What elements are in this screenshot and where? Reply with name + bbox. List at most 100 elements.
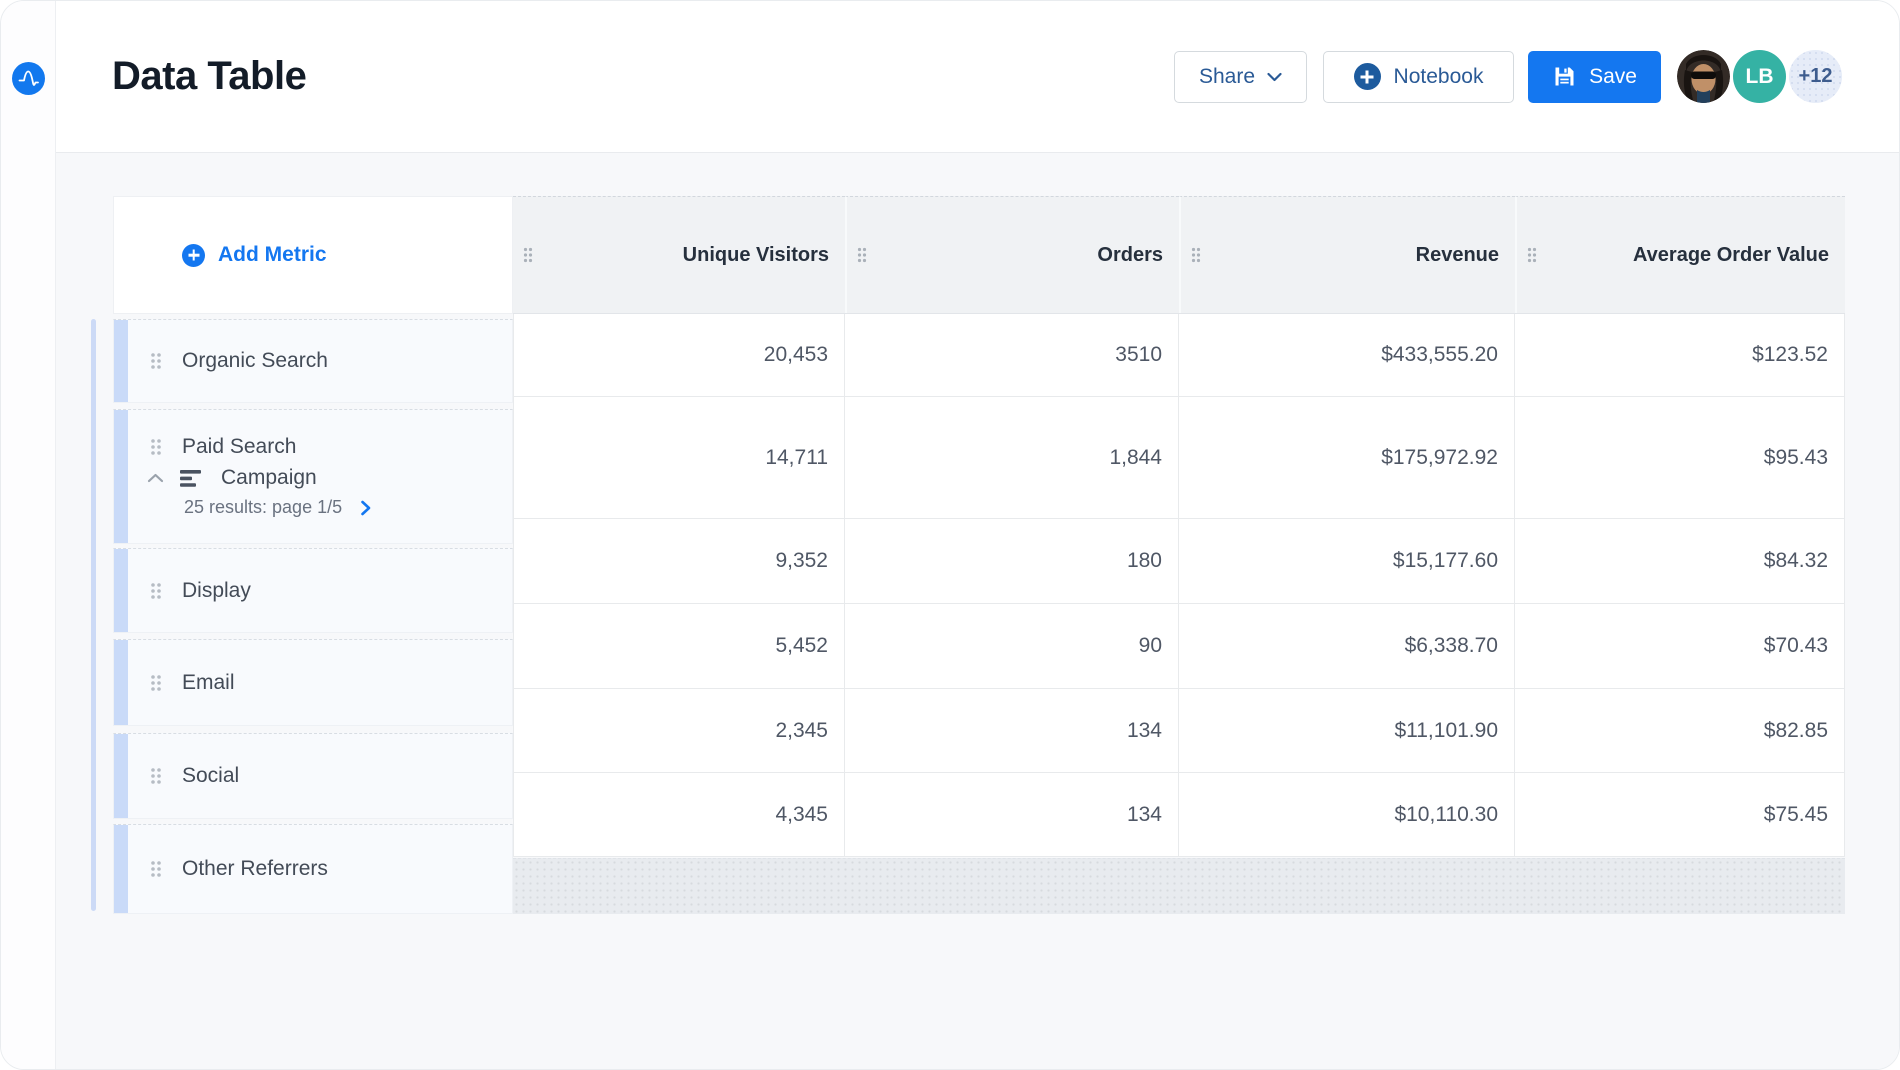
table-cell: 4,345 (513, 773, 845, 856)
page-title: Data Table (112, 54, 307, 98)
row-accent-strip (114, 640, 128, 725)
share-button[interactable]: Share (1174, 50, 1307, 103)
avatar-photo[interactable] (1677, 50, 1730, 103)
drag-handle-icon[interactable] (150, 582, 162, 600)
table-cell: 90 (845, 604, 1179, 688)
notebook-button-label: Notebook (1393, 64, 1484, 88)
table-cell: 5,452 (513, 604, 845, 688)
row-accent-strip (114, 320, 128, 402)
drag-handle-icon[interactable] (150, 352, 162, 370)
data-table: Add Metric Organic Search (91, 196, 1845, 914)
breakdown-bars-icon (180, 469, 203, 488)
table-cell: 134 (845, 689, 1179, 772)
table-cell: 3510 (845, 314, 1179, 396)
drag-handle-icon[interactable] (857, 247, 867, 263)
row-label: Paid Search (182, 435, 297, 458)
row-accent-strip (114, 825, 128, 913)
chevron-up-icon[interactable] (147, 473, 164, 483)
avatar-overflow-badge[interactable]: +12 (1789, 50, 1842, 103)
column-header-revenue: Revenue (1179, 196, 1515, 313)
share-button-label: Share (1198, 64, 1256, 88)
table-row: 2,345 134 $11,101.90 $82.85 (513, 689, 1845, 773)
column-header-label: Revenue (1415, 243, 1499, 266)
plus-circle-icon (182, 243, 205, 267)
left-rail (1, 1, 56, 1069)
row-card-display: Display (113, 548, 513, 633)
row-label: Organic Search (182, 349, 328, 372)
table-cell: $433,555.20 (1179, 314, 1515, 396)
row-card-other-referrers: Other Referrers (113, 824, 513, 914)
column-header-label: Orders (1097, 243, 1163, 266)
drag-handle-icon[interactable] (523, 247, 533, 263)
table-row: 5,452 90 $6,338.70 $70.43 (513, 604, 1845, 689)
table-cell: $123.52 (1515, 314, 1845, 396)
save-floppy-icon (1552, 64, 1577, 89)
drag-handle-icon[interactable] (150, 767, 162, 785)
table-row: 14,711 1,844 $175,972.92 $95.43 (513, 397, 1845, 519)
row-card-organic-search: Organic Search (113, 319, 513, 403)
table-row: 4,345 134 $10,110.30 $75.45 (513, 773, 1845, 857)
table-cell: 2,345 (513, 689, 845, 772)
row-card-paid-search: Paid Search Campaign 25 re (113, 409, 513, 544)
table-cell: 134 (845, 773, 1179, 856)
chevron-right-icon[interactable] (360, 500, 371, 516)
column-header-orders: Orders (845, 196, 1179, 313)
table-cell: $82.85 (1515, 689, 1845, 772)
column-header-average-order-value: Average Order Value (1515, 196, 1845, 313)
row-card-social: Social (113, 733, 513, 819)
column-header-label: Average Order Value (1632, 243, 1829, 266)
table-cell: $84.32 (1515, 519, 1845, 603)
table-cell: $10,110.30 (1179, 773, 1515, 856)
row-label: Display (182, 578, 251, 602)
metric-grid: Unique Visitors Orders Rev (513, 196, 1845, 914)
table-cell: 20,453 (513, 314, 845, 396)
pagination-status: 25 results: page 1/5 (184, 497, 343, 517)
drag-handle-icon[interactable] (150, 674, 162, 692)
column-headers-row: Unique Visitors Orders Rev (513, 196, 1845, 314)
row-card-email: Email (113, 639, 513, 726)
row-accent-strip (114, 734, 128, 818)
row-label: Other Referrers (182, 857, 328, 880)
breakdown-dimension-label: Campaign (221, 466, 317, 489)
drag-handle-icon[interactable] (1527, 247, 1537, 263)
table-cell: $70.43 (1515, 604, 1845, 688)
content-column: Data Table Share Notebook (56, 1, 1899, 1069)
row-label: Social (182, 764, 240, 787)
metrics-header-cell: Add Metric (113, 196, 513, 314)
table-row: 9,352 180 $15,177.60 $84.32 (513, 519, 1845, 604)
drag-handle-icon[interactable] (150, 438, 162, 456)
metric-dropzone (513, 858, 1845, 914)
table-cell: 9,352 (513, 519, 845, 603)
table-cell: 14,711 (513, 397, 845, 518)
top-bar: Data Table Share Notebook (56, 1, 1899, 153)
table-cell: $15,177.60 (1179, 519, 1515, 603)
table-cell: $95.43 (1515, 397, 1845, 518)
chevron-down-icon (1267, 72, 1282, 82)
save-button[interactable]: Save (1528, 50, 1661, 103)
row-accent-strip (114, 549, 128, 632)
table-row: 20,453 3510 $433,555.20 $123.52 (513, 314, 1845, 397)
report-canvas: Add Metric Organic Search (56, 153, 1899, 1069)
table-cell: $75.45 (1515, 773, 1845, 856)
plus-circle-icon (1353, 63, 1381, 90)
table-cell: 180 (845, 519, 1179, 603)
add-metric-button[interactable]: Add Metric (182, 243, 327, 267)
row-accent-strip (114, 410, 128, 543)
row-labels-column: Add Metric Organic Search (95, 196, 513, 914)
column-header-label: Unique Visitors (682, 243, 829, 266)
toolbar-actions: Share Notebook (1174, 50, 1842, 103)
row-label: Email (182, 670, 235, 694)
drag-handle-icon[interactable] (150, 860, 162, 878)
notebook-button[interactable]: Notebook (1323, 50, 1514, 103)
avatar-initials[interactable]: LB (1733, 50, 1786, 103)
rows-accent-line (91, 319, 96, 911)
drag-handle-icon[interactable] (1191, 247, 1201, 263)
add-metric-label: Add Metric (218, 243, 327, 266)
table-cell: $6,338.70 (1179, 604, 1515, 688)
column-header-unique-visitors: Unique Visitors (513, 196, 845, 313)
save-button-label: Save (1589, 64, 1637, 88)
avatar-group: LB +12 (1677, 50, 1842, 103)
table-cell: $11,101.90 (1179, 689, 1515, 772)
amplitude-logo-icon[interactable] (12, 62, 45, 95)
